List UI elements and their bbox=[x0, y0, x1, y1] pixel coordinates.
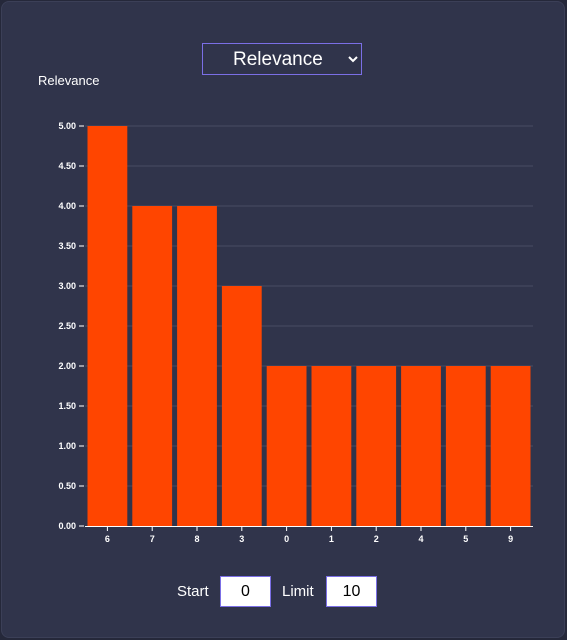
bar bbox=[221, 286, 262, 526]
y-tick-label: 2.00 bbox=[58, 361, 76, 371]
x-tick-label: 5 bbox=[463, 534, 468, 544]
x-tick-label: 8 bbox=[194, 534, 199, 544]
start-label: Start bbox=[177, 583, 209, 600]
y-tick-label: 5.00 bbox=[58, 121, 76, 131]
y-tick-label: 0.00 bbox=[58, 521, 76, 531]
y-tick-label: 3.50 bbox=[58, 241, 76, 251]
y-tick-label: 4.00 bbox=[58, 201, 76, 211]
y-tick-label: 4.50 bbox=[58, 161, 76, 171]
bar bbox=[266, 366, 307, 526]
x-tick-label: 1 bbox=[329, 534, 334, 544]
bar bbox=[132, 206, 173, 526]
metric-select[interactable]: Relevance bbox=[202, 43, 362, 75]
bar bbox=[490, 366, 531, 526]
bar bbox=[356, 366, 397, 526]
limit-input[interactable] bbox=[326, 576, 377, 607]
y-tick-label: 1.00 bbox=[58, 441, 76, 451]
y-tick-label: 0.50 bbox=[58, 481, 76, 491]
x-tick-label: 0 bbox=[284, 534, 289, 544]
x-tick-label: 7 bbox=[150, 534, 155, 544]
y-axis-title: Relevance bbox=[38, 73, 100, 88]
bar bbox=[311, 366, 352, 526]
y-tick-label: 3.00 bbox=[58, 281, 76, 291]
pagination-controls: Start Limit bbox=[0, 576, 567, 608]
start-input[interactable] bbox=[220, 576, 271, 607]
bar bbox=[87, 126, 128, 526]
bar bbox=[445, 366, 486, 526]
bar-chart: 0.00 0.50 1.00 1.50 2.00 2.50 3.00 3.50 4.00 4.50… bbox=[58, 121, 533, 544]
x-tick-label: 4 bbox=[418, 534, 423, 544]
x-tick-label: 6 bbox=[105, 534, 110, 544]
bar bbox=[401, 366, 441, 526]
x-tick-label: 2 bbox=[374, 534, 379, 544]
bar bbox=[177, 206, 217, 526]
limit-label: Limit bbox=[282, 583, 314, 600]
x-tick-label: 3 bbox=[239, 534, 244, 544]
x-tick-label: 9 bbox=[508, 534, 513, 544]
y-tick-label: 2.50 bbox=[58, 321, 76, 331]
y-tick-label: 1.50 bbox=[58, 401, 76, 411]
